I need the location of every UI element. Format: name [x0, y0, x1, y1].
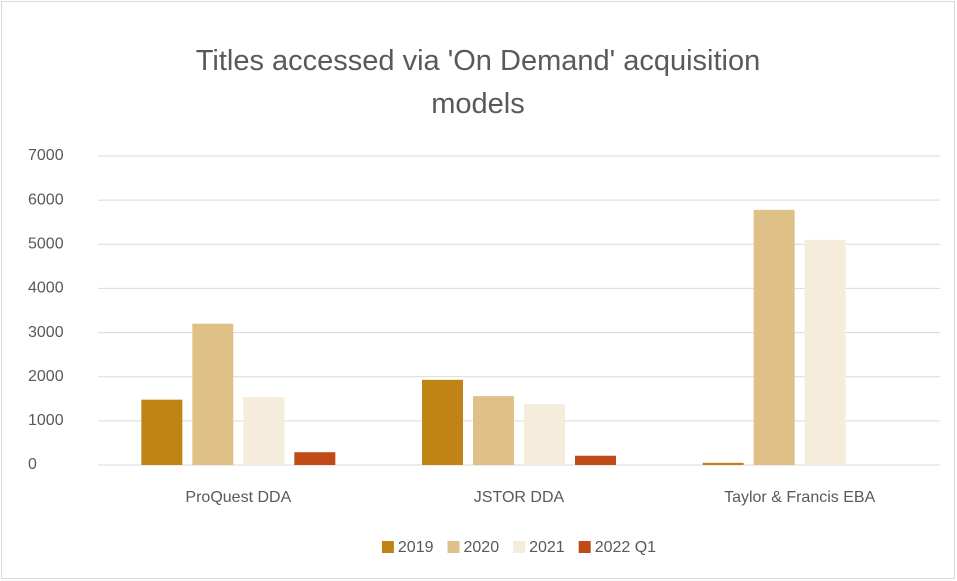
- bar: [243, 397, 285, 465]
- legend-swatch: [578, 541, 591, 553]
- x-tick-label: JSTOR DDA: [474, 489, 565, 506]
- y-tick-label: 1000: [28, 412, 64, 429]
- y-tick-label: 2000: [28, 368, 64, 385]
- x-tick-label: Taylor & Francis EBA: [724, 489, 875, 506]
- bar: [473, 396, 514, 465]
- legend-swatch: [381, 541, 394, 553]
- legend-label: 2022 Q1: [595, 539, 656, 556]
- y-tick-label: 7000: [28, 147, 64, 164]
- legend-swatch: [447, 541, 460, 553]
- y-tick-label: 4000: [28, 280, 64, 297]
- bar: [804, 239, 846, 465]
- y-tick-label: 3000: [28, 324, 64, 341]
- bar: [524, 404, 565, 465]
- y-tick-label: 5000: [28, 236, 64, 253]
- legend-label: 2021: [529, 539, 565, 556]
- legend-label: 2019: [398, 539, 434, 556]
- bar: [422, 379, 463, 465]
- legend-label: 2020: [464, 539, 500, 556]
- bar: [294, 452, 336, 465]
- y-tick-label: 0: [28, 456, 37, 473]
- chart-title: Titles accessed via 'On Demand' acquisit…: [195, 45, 761, 120]
- legend-swatch: [513, 541, 526, 553]
- y-tick-label: 6000: [28, 191, 64, 208]
- x-tick-label: ProQuest DDA: [185, 489, 291, 506]
- bar: [702, 462, 744, 465]
- bar: [575, 455, 616, 465]
- bar: [192, 323, 234, 465]
- bar: [141, 399, 183, 465]
- bar: [753, 209, 795, 465]
